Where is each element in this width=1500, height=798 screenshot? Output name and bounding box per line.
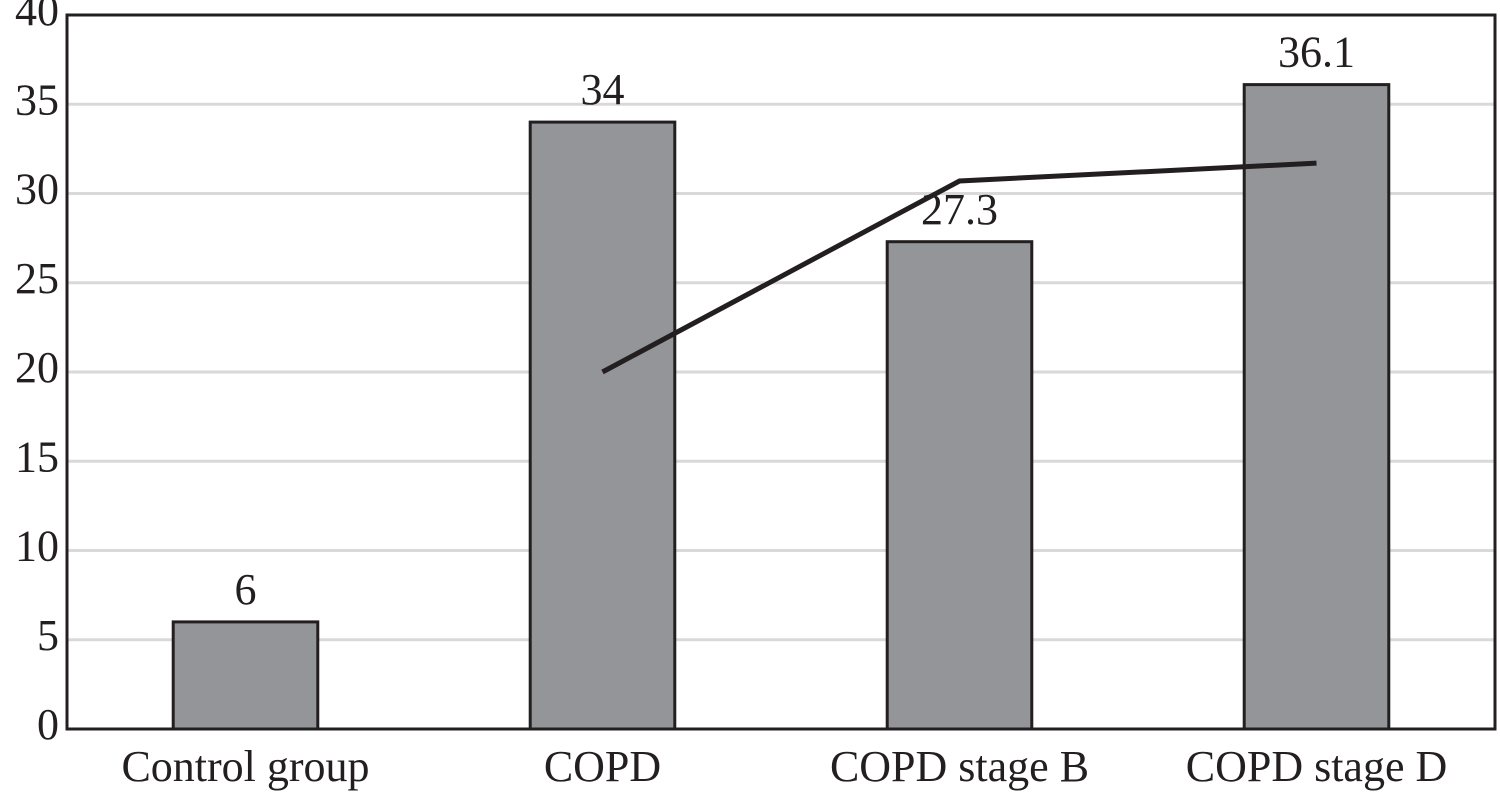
- plot-frame: [65, 13, 1497, 731]
- data-label: 6: [235, 565, 257, 614]
- x-tick-label: COPD: [544, 742, 661, 791]
- y-tick-label: 10: [15, 522, 59, 571]
- bar: [171, 620, 320, 731]
- data-label: 36.1: [1278, 28, 1355, 77]
- data-label: 27.3: [921, 185, 998, 234]
- y-tick-label: 0: [37, 700, 59, 749]
- x-tick-label: Control group: [121, 742, 369, 791]
- y-tick-label: 25: [15, 254, 59, 303]
- bar: [528, 120, 677, 731]
- y-tick-label: 40: [15, 0, 59, 35]
- y-tick-label: 30: [15, 165, 59, 214]
- y-tick-label: 20: [15, 343, 59, 392]
- data-label: 34: [581, 65, 625, 114]
- y-tick-label: 5: [37, 611, 59, 660]
- y-tick-label: 35: [15, 75, 59, 124]
- x-tick-label: COPD stage D: [1186, 742, 1448, 791]
- bar: [885, 240, 1034, 731]
- y-tick-label: 15: [15, 432, 59, 481]
- bar: [1242, 83, 1391, 731]
- x-tick-label: COPD stage B: [830, 742, 1089, 791]
- line: [601, 160, 1317, 375]
